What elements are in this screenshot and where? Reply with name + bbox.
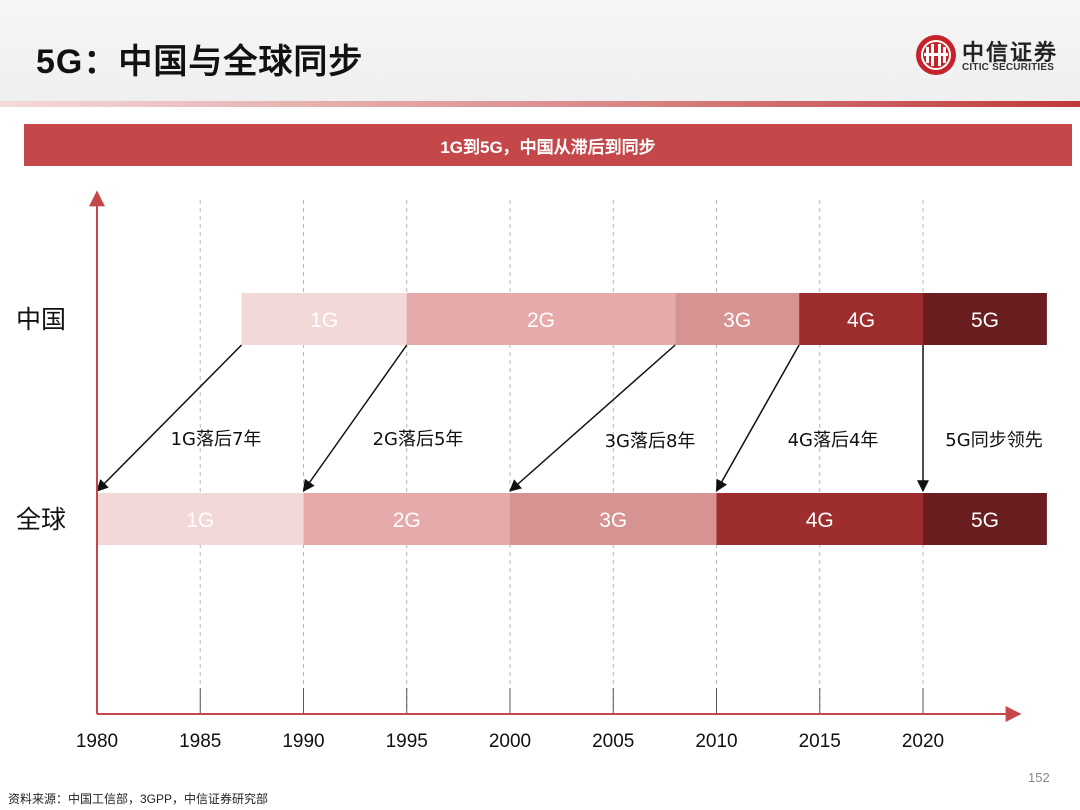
header-bar — [0, 0, 1080, 104]
row-label-china: 中国 — [16, 305, 66, 334]
row-label-global: 全球 — [16, 505, 66, 534]
lag-arrow-1 — [96, 344, 243, 492]
timeline-chart: 中国 1G 2G 3G 4G 5G 全球 1G 2G 3G 4G 5G 1G落后7年 2G落后5年 3G落… — [16, 190, 1047, 752]
lag-label-5: 5G同步领先 — [945, 430, 1042, 451]
page-number: 152 — [1028, 770, 1050, 785]
citic-logo: 中信证券 CITIC SECURITIES — [914, 33, 1064, 79]
segment-china-1g — [241, 293, 407, 345]
tick-label-1995: 1995 — [386, 731, 428, 752]
chart-banner: 1G到5G，中国从滞后到同步 — [24, 124, 1072, 166]
source-note: 资料来源：中国工信部，3GPP，中信证券研究部 — [8, 792, 269, 806]
lag-label-2: 2G落后5年 — [373, 429, 464, 450]
tick-label-1990: 1990 — [282, 731, 324, 752]
lag-arrow-2 — [302, 344, 408, 492]
segment-global-5g — [923, 493, 1047, 545]
segment-label-global-2g: 2G — [393, 509, 421, 532]
segment-label-china-3g: 3G — [723, 309, 751, 332]
segment-label-china-5g: 5G — [971, 309, 999, 332]
segment-global-1g — [97, 493, 304, 545]
segment-china-4g — [799, 293, 923, 345]
segment-label-global-4g: 4G — [806, 509, 834, 532]
lag-label-1: 1G落后7年 — [171, 429, 262, 450]
segment-label-global-3g: 3G — [599, 509, 627, 532]
segment-global-4g — [716, 493, 923, 545]
tick-label-2010: 2010 — [695, 731, 737, 752]
axes: 1980 1985 1990 1995 2000 2005 2010 2015 2020 — [76, 190, 1022, 752]
citic-logo-icon — [916, 35, 956, 75]
tick-label-2020: 2020 — [902, 731, 944, 752]
lag-label-4: 4G落后4年 — [788, 430, 879, 451]
logo-english-name: CITIC SECURITIES — [962, 62, 1055, 73]
rows: 中国 1G 2G 3G 4G 5G 全球 1G 2G 3G 4G 5G — [16, 293, 1047, 545]
segment-global-3g — [510, 493, 717, 545]
segment-china-2g — [406, 293, 676, 345]
tick-label-2005: 2005 — [592, 731, 634, 752]
segment-label-global-5g: 5G — [971, 509, 999, 532]
header-divider — [0, 101, 1080, 107]
page-title: 5G：中国与全球同步 — [36, 43, 364, 81]
tick-label-2015: 2015 — [799, 731, 841, 752]
segment-global-2g — [303, 493, 510, 545]
segment-china-5g — [923, 293, 1047, 345]
segment-label-china-4g: 4G — [847, 309, 875, 332]
segment-label-global-1g: 1G — [186, 509, 214, 532]
segment-label-china-1g: 1G — [310, 309, 338, 332]
tick-label-2000: 2000 — [489, 731, 531, 752]
lag-arrow-4 — [715, 344, 800, 493]
gridlines — [96, 200, 924, 714]
tick-label-1980: 1980 — [76, 731, 118, 752]
lag-label-3: 3G落后8年 — [605, 431, 696, 452]
tick-label-1985: 1985 — [179, 731, 221, 752]
logo-name: 中信证券 — [962, 41, 1059, 66]
segment-china-3g — [675, 293, 800, 345]
lag-arrow-3 — [509, 344, 676, 492]
segment-label-china-2g: 2G — [527, 309, 555, 332]
lag-annotations: 1G落后7年 2G落后5年 3G落后8年 4G落后4年 5G同步领先 — [96, 344, 1043, 493]
